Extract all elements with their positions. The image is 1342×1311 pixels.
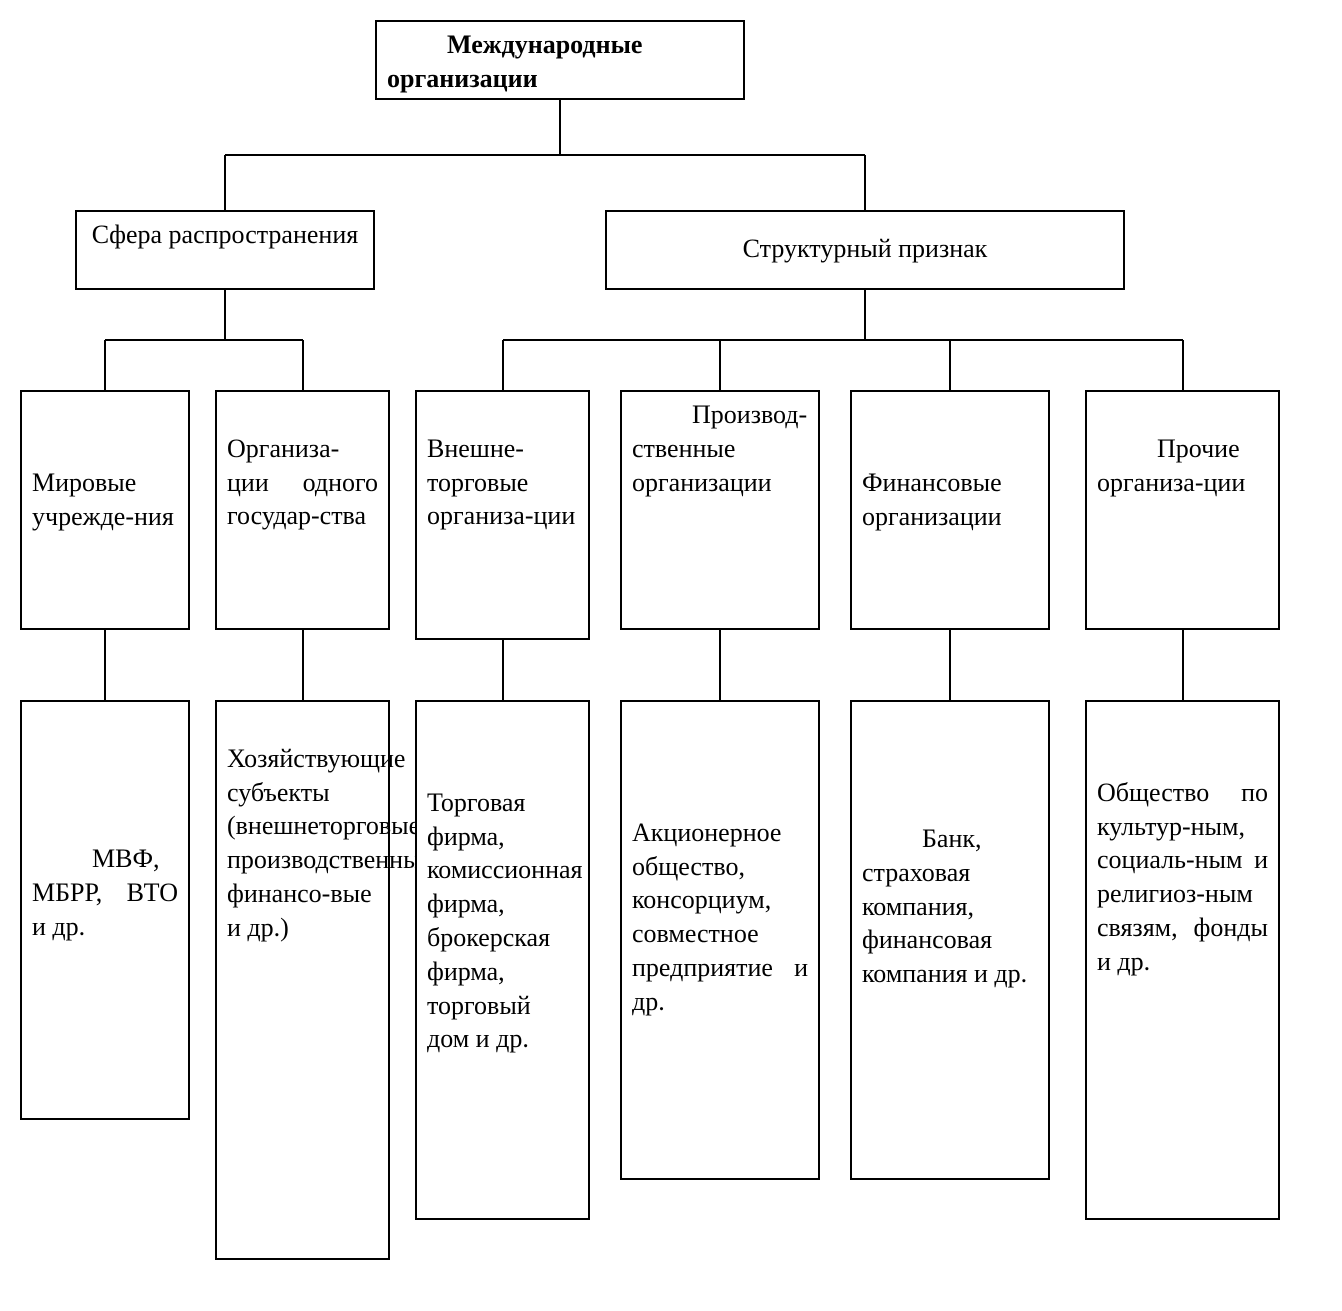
node-world-institutions-examples: МВФ, МБРР, ВТО и др. xyxy=(20,700,190,1120)
node-foreign-trade-examples-text: Торговая фирма, комиссионная фирма, брок… xyxy=(427,788,583,1054)
node-other: Прочие организа-ции xyxy=(1085,390,1280,630)
node-financial: Финансовые организации xyxy=(850,390,1050,630)
node-production-text: Производ-ственные организации xyxy=(632,400,807,497)
node-world-institutions: Мировые учрежде-ния xyxy=(20,390,190,630)
node-one-state-examples: Хозяйствующие субъекты (внешнеторговые, … xyxy=(215,700,390,1260)
node-root: Международные организации xyxy=(375,20,745,100)
node-world-institutions-text: Мировые учрежде-ния xyxy=(32,468,174,531)
node-production-examples: Акционерное общество, консорциум, совмес… xyxy=(620,700,820,1180)
node-other-examples: Общество по культур-ным, социаль-ным и р… xyxy=(1085,700,1280,1220)
node-one-state: Организа-ции одного государ-ства xyxy=(215,390,390,630)
node-other-text: Прочие организа-ции xyxy=(1097,434,1245,497)
node-root-text: Международные организации xyxy=(387,30,642,93)
node-sphere: Сфера распространения xyxy=(75,210,375,290)
node-financial-examples: Банк, страховая компания, финансовая ком… xyxy=(850,700,1050,1180)
node-world-institutions-examples-text: МВФ, МБРР, ВТО и др. xyxy=(32,844,178,941)
node-one-state-text: Организа-ции одного государ-ства xyxy=(227,434,378,531)
node-one-state-examples-text: Хозяйствующие субъекты (внешнеторговые, … xyxy=(227,744,439,942)
node-foreign-trade-text: Внешне-торговые организа-ции xyxy=(427,434,575,531)
node-production: Производ-ственные организации xyxy=(620,390,820,630)
node-production-examples-text: Акционерное общество, консорциум, совмес… xyxy=(632,818,808,1016)
org-tree-diagram: Международные организации Сфера распрост… xyxy=(20,20,1322,1291)
node-other-examples-text: Общество по культур-ным, социаль-ным и р… xyxy=(1097,778,1268,976)
node-financial-examples-text: Банк, страховая компания, финансовая ком… xyxy=(862,824,1027,988)
node-structural-text: Структурный признак xyxy=(743,234,988,263)
node-foreign-trade: Внешне-торговые организа-ции xyxy=(415,390,590,640)
node-sphere-text: Сфера распространения xyxy=(92,220,358,249)
node-structural: Структурный признак xyxy=(605,210,1125,290)
node-financial-text: Финансовые организации xyxy=(862,468,1002,531)
node-foreign-trade-examples: Торговая фирма, комиссионная фирма, брок… xyxy=(415,700,590,1220)
